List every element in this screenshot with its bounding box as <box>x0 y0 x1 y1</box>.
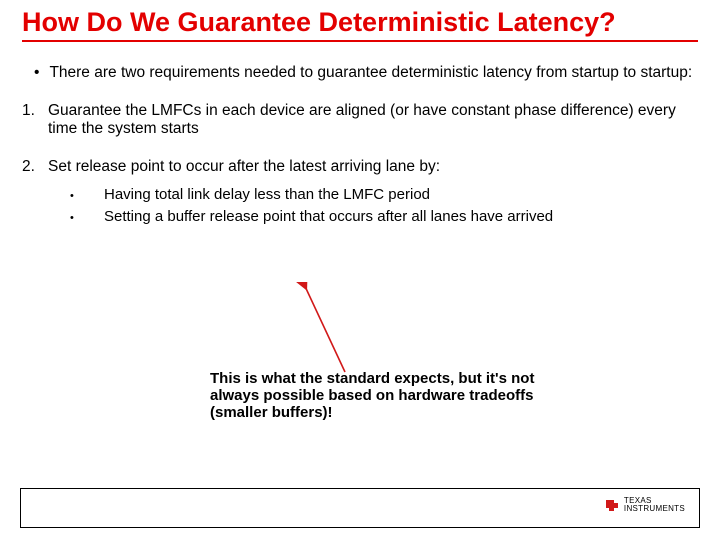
ti-chip-path <box>606 500 618 511</box>
sub2-text: Setting a buffer release point that occu… <box>104 208 553 228</box>
item1-number: 1. <box>22 102 48 138</box>
ti-text: TEXAS INSTRUMENTS <box>624 497 685 513</box>
bullet-marker: • <box>70 208 104 228</box>
ti-line2: INSTRUMENTS <box>624 505 685 513</box>
intro-bullet: • There are two requirements needed to g… <box>22 64 698 82</box>
sub1-text: Having total link delay less than the LM… <box>104 186 430 206</box>
ti-chip-icon <box>604 497 620 513</box>
footer-box: TEXAS INSTRUMENTS <box>20 488 700 528</box>
arrow-line <box>303 282 345 372</box>
sub-bullet-2: • Setting a buffer release point that oc… <box>70 208 698 228</box>
ti-logo: TEXAS INSTRUMENTS <box>604 497 685 513</box>
bullet-marker: • <box>34 64 39 82</box>
callout-text: This is what the standard expects, but i… <box>210 370 540 421</box>
sub-bullet-1: • Having total link delay less than the … <box>70 186 698 206</box>
numbered-item-1: 1. Guarantee the LMFCs in each device ar… <box>22 102 698 138</box>
item1-text: Guarantee the LMFCs in each device are a… <box>48 102 698 138</box>
numbered-item-2: 2. Set release point to occur after the … <box>22 158 698 176</box>
item2-text: Set release point to occur after the lat… <box>48 158 440 176</box>
slide: How Do We Guarantee Deterministic Latenc… <box>0 0 720 540</box>
intro-text: There are two requirements needed to gua… <box>49 64 692 82</box>
bullet-marker: • <box>70 186 104 206</box>
item2-number: 2. <box>22 158 48 176</box>
callout-arrow <box>275 282 365 378</box>
sub-bullet-list: • Having total link delay less than the … <box>22 186 698 228</box>
slide-title: How Do We Guarantee Deterministic Latenc… <box>22 8 698 42</box>
